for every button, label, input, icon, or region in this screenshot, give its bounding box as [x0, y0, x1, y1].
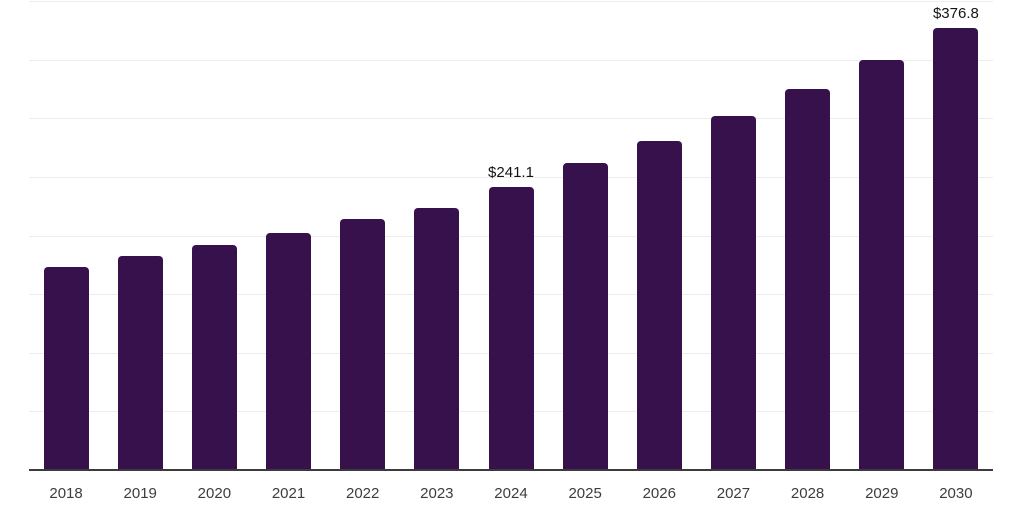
- x-tick-label-2024: 2024: [494, 485, 528, 502]
- x-tick-label-2026: 2026: [642, 485, 676, 502]
- bar-2027: [710, 116, 756, 470]
- gridline-250: [29, 176, 993, 178]
- bar-2023: [414, 207, 460, 470]
- x-tick-label-2020: 2020: [197, 485, 232, 502]
- bar-2030: [933, 28, 979, 470]
- data-label-2024: $241.1: [488, 164, 534, 182]
- bar-2025: [562, 162, 608, 470]
- x-tick-label-2025: 2025: [568, 485, 602, 502]
- bar-2020: [191, 244, 237, 470]
- x-tick-label-2023: 2023: [420, 485, 454, 502]
- x-tick-label-2027: 2027: [716, 485, 751, 502]
- x-tick-label-2021: 2021: [271, 485, 306, 502]
- x-tick-label-2019: 2019: [123, 485, 157, 502]
- x-tick-label-2028: 2028: [790, 485, 825, 502]
- bar-2022: [340, 218, 386, 470]
- gridline-350: [29, 59, 993, 61]
- x-tick-label-2022: 2022: [345, 485, 380, 502]
- bar-2019: [117, 255, 163, 470]
- x-tick-label-2018: 2018: [49, 485, 83, 502]
- x-tick-label-2029: 2029: [865, 485, 899, 502]
- data-label-2030: $376.8: [932, 5, 979, 23]
- x-axis-line: [29, 469, 993, 471]
- bar-2018: [43, 266, 89, 470]
- bar-2026: [636, 141, 682, 470]
- bar-2028: [785, 88, 831, 470]
- bar-2024: [488, 187, 534, 470]
- bar-2029: [859, 59, 905, 470]
- bar-2021: [266, 232, 312, 470]
- gridline-300: [29, 118, 993, 120]
- gridline-400: [29, 0, 993, 2]
- x-tick-label-2030: 2030: [939, 485, 973, 502]
